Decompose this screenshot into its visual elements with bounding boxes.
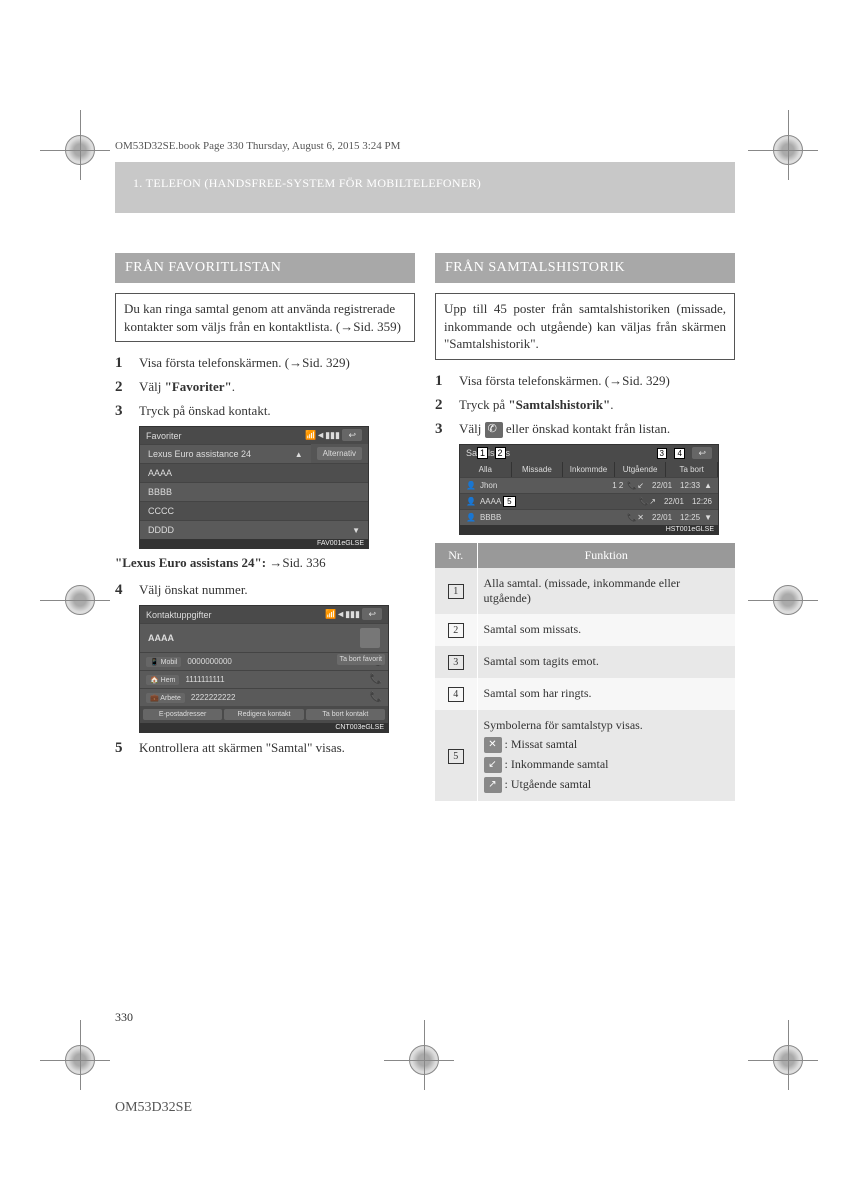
step-1: 1 Visa första telefonskärmen. (→Sid. 329… — [435, 372, 735, 390]
table-row: 3 Samtal som tagits emot. — [435, 646, 735, 678]
step-4: 4 Välj önskat nummer. — [115, 581, 415, 599]
list-item: CCCC — [140, 501, 368, 520]
document-code: OM53D32SE — [115, 1100, 192, 1116]
edit-contact-button: Redigera kontakt — [224, 709, 303, 720]
step-2: 2 Välj "Favoriter". — [115, 378, 415, 396]
favorites-screenshot: Favoriter 📶◄▮▮▮ ↩ Alternativ Lexus Euro … — [139, 426, 369, 549]
tab-incoming: Inkommde — [563, 462, 615, 477]
avatar-icon — [360, 628, 380, 648]
back-icon: ↩ — [342, 429, 362, 441]
right-heading: FRÅN SAMTALSHISTORIK — [435, 253, 735, 283]
tab-bar: Alla Missade Inkommde Utgående Ta bort — [460, 462, 718, 477]
page-number: 330 — [115, 1010, 133, 1025]
step-text: Tryck på "Samtalshistorik". — [459, 396, 613, 414]
history-row: 👤 BBBB 📞✕ 22/01 12:25 ▼ — [460, 509, 718, 525]
list-item: BBBB — [140, 482, 368, 501]
step-number: 2 — [115, 379, 129, 396]
step-number: 3 — [115, 403, 129, 420]
list-item: AAAA — [140, 463, 368, 482]
delete-contact-button: Ta bort kontakt — [306, 709, 385, 720]
step-number: 5 — [115, 740, 129, 757]
phone-icon: 📞 — [370, 674, 382, 685]
scr-status: 📶◄▮▮▮ ↩ — [305, 430, 362, 441]
step-5: 5 Kontrollera att skärmen "Samtal" visas… — [115, 739, 415, 757]
step-number: 1 — [435, 373, 449, 390]
step-text: Välj önskat nummer. — [139, 581, 248, 599]
option-button: Alternativ — [317, 447, 362, 460]
page-content: OM53D32SE.book Page 330 Thursday, August… — [115, 140, 735, 801]
step-1: 1 Visa första telefonskärmen. (→Sid. 329… — [115, 354, 415, 372]
left-column: FRÅN FAVORITLISTAN Du kan ringa samtal g… — [115, 253, 415, 801]
remove-favorite-button: Ta bort favorit — [337, 654, 385, 665]
running-header: OM53D32SE.book Page 330 Thursday, August… — [115, 140, 735, 152]
right-column: FRÅN SAMTALSHISTORIK Upp till 45 poster … — [435, 253, 735, 801]
step-3: 3 Tryck på önskad kontakt. — [115, 402, 415, 420]
crop-mark — [768, 580, 808, 620]
left-heading: FRÅN FAVORITLISTAN — [115, 253, 415, 283]
scr-title: Sa1ls2s — [466, 448, 510, 458]
history-row: 👤 Jhon 1 2 📞↙ 22/01 12:33 ▲ — [460, 477, 718, 493]
contact-name: AAAA — [140, 623, 388, 652]
back-icon: ↩ — [692, 447, 712, 459]
table-header-func: Funktion — [477, 543, 735, 568]
step-text: Visa första telefonskärmen. (→Sid. 329) — [459, 372, 670, 390]
crop-mark — [60, 130, 100, 170]
email-button: E-postadresser — [143, 709, 222, 720]
table-row: 1 Alla samtal. (missade, inkommande elle… — [435, 568, 735, 614]
contact-row: 💼 Arbete 2222222222 📞 — [140, 688, 388, 706]
contact-row: 🏠 Hem 1111111111 📞 — [140, 670, 388, 688]
outgoing-call-icon: ↗ — [484, 777, 502, 793]
scr-title: Kontaktuppgifter — [146, 610, 212, 620]
scr-status: 📶◄▮▮▮ ↩ — [325, 609, 382, 620]
tab-all: Alla — [460, 462, 512, 477]
tab-missed: Missade — [512, 462, 564, 477]
section-banner: 1. TELEFON (HANDSFREE-SYSTEM FÖR MOBILTE… — [115, 162, 735, 213]
tab-outgoing: Utgående — [615, 462, 667, 477]
history-screenshot: Sa1ls2s 3 4 ↩ Alla Missade Inkommde Utgå… — [459, 444, 719, 535]
scr-footer: CNT003eGLSE — [140, 723, 388, 732]
crop-mark — [768, 1040, 808, 1080]
scr-footer: FAV001eGLSE — [140, 539, 368, 548]
step-text: Tryck på önskad kontakt. — [139, 402, 271, 420]
right-note: Upp till 45 poster från samtalshistorike… — [435, 293, 735, 360]
back-icon: ↩ — [362, 608, 382, 620]
left-note: Du kan ringa samtal genom att använda re… — [115, 293, 415, 342]
function-table: Nr. Funktion 1 Alla samtal. (missade, in… — [435, 543, 735, 802]
step-text: Välj "Favoriter". — [139, 378, 235, 396]
step-3: 3 Välj eller önskad kontakt från listan. — [435, 420, 735, 438]
step-number: 2 — [435, 397, 449, 414]
table-header-nr: Nr. — [435, 543, 477, 568]
table-row: 5 Symbolerna för samtalstyp visas. ✕: Mi… — [435, 710, 735, 802]
step-2: 2 Tryck på "Samtalshistorik". — [435, 396, 735, 414]
step-number: 4 — [115, 582, 129, 599]
list-item: Lexus Euro assistance 24▲ — [140, 444, 311, 463]
tab-delete: Ta bort — [666, 462, 718, 477]
table-row: 2 Samtal som missats. — [435, 614, 735, 646]
contact-details-screenshot: Kontaktuppgifter 📶◄▮▮▮ ↩ AAAA 📱 Mobil 00… — [139, 605, 389, 733]
crop-mark — [60, 1040, 100, 1080]
phone-icon — [485, 422, 503, 438]
crop-mark — [404, 1040, 444, 1080]
table-row: 4 Samtal som har ringts. — [435, 678, 735, 710]
scr-title: Favoriter — [146, 431, 182, 441]
step-text: Visa första telefonskärmen. (→Sid. 329) — [139, 354, 350, 372]
history-row: 👤 AAAA 5 📞↗ 22/01 12:26 — [460, 493, 718, 509]
caption: "Lexus Euro assistans 24": →Sid. 336 — [115, 555, 415, 571]
crop-mark — [768, 130, 808, 170]
crop-mark — [60, 580, 100, 620]
step-number: 3 — [435, 421, 449, 438]
phone-icon: 📞 — [370, 692, 382, 703]
step-text: Kontrollera att skärmen "Samtal" visas. — [139, 739, 345, 757]
step-text: Välj eller önskad kontakt från listan. — [459, 420, 670, 438]
list-item: DDDD▼ — [140, 520, 368, 539]
scr-footer: HST001eGLSE — [460, 525, 718, 534]
step-number: 1 — [115, 355, 129, 372]
missed-call-icon: ✕ — [484, 737, 502, 753]
incoming-call-icon: ↙ — [484, 757, 502, 773]
